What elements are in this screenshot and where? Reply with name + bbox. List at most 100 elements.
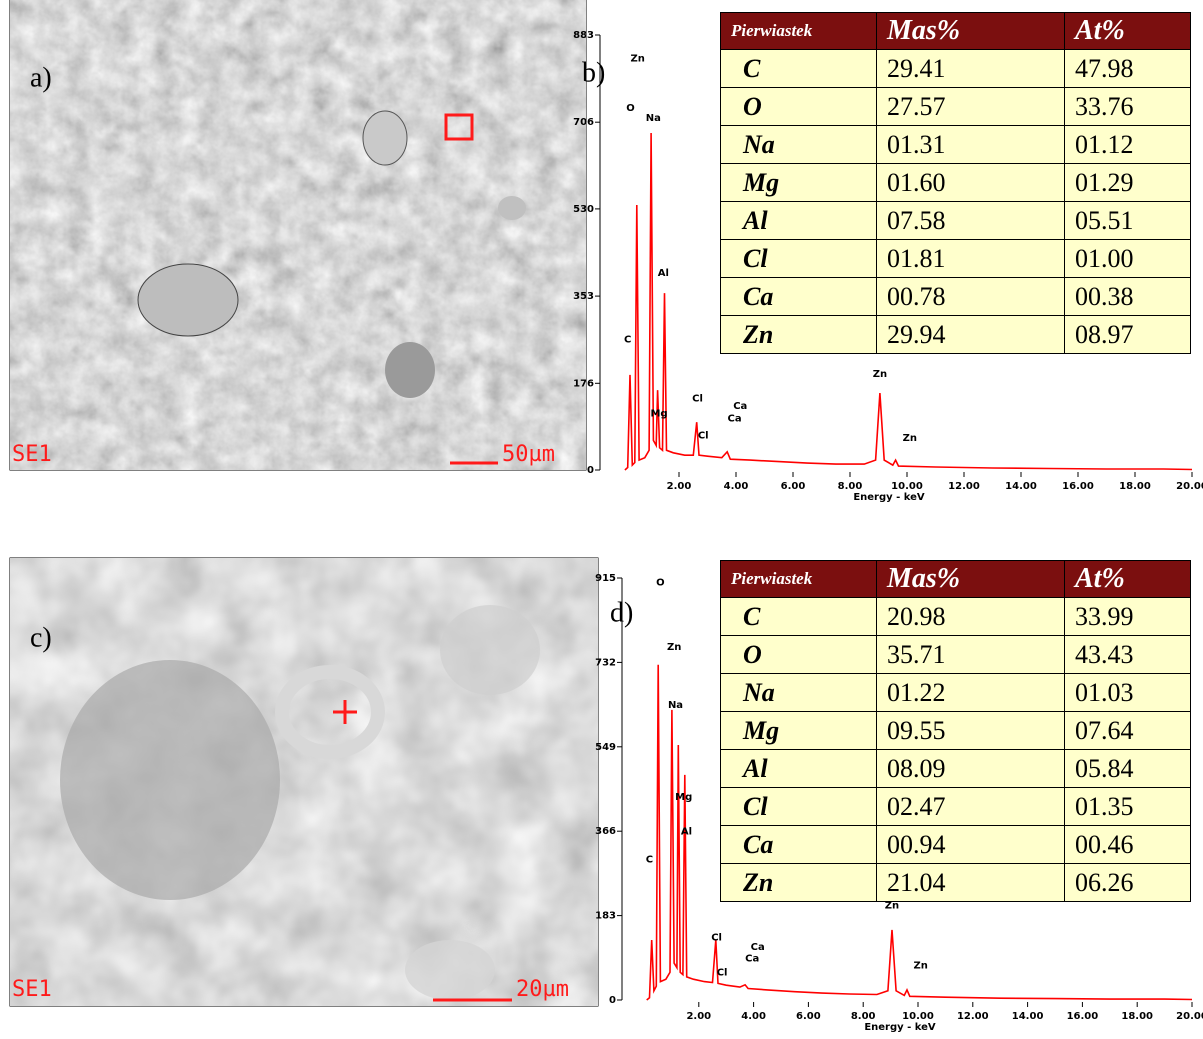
value-cell: 33.99 — [1065, 598, 1191, 636]
x-tick-label: 16.00 — [1067, 1011, 1099, 1022]
value-cell: 27.57 — [877, 88, 1065, 126]
value-cell: 35.71 — [877, 636, 1065, 674]
panel-label: b) — [582, 57, 605, 88]
header-cell: Mas% — [877, 13, 1065, 50]
value-cell: 01.22 — [877, 674, 1065, 712]
y-tick-label: 176 — [573, 378, 594, 389]
peak-label: Mg — [675, 792, 692, 803]
peak-label: Mg — [650, 408, 667, 419]
value-cell: 01.60 — [877, 164, 1065, 202]
peak-label: Zn — [914, 960, 928, 971]
value-cell: 29.41 — [877, 50, 1065, 88]
x-tick-label: 16.00 — [1062, 481, 1094, 492]
sem-image: SE1 20µm c) — [10, 558, 598, 1006]
detector-label: SE1 — [12, 977, 52, 1002]
value-cell: 01.31 — [877, 126, 1065, 164]
panel-label: c) — [30, 622, 52, 653]
y-tick-label: 732 — [595, 657, 616, 668]
table-row: Mg09.5507.64 — [721, 712, 1191, 750]
element-cell: O — [721, 88, 877, 126]
x-axis-label: Energy - keV — [853, 492, 925, 503]
peak-label: Zn — [903, 433, 917, 444]
element-cell: Na — [721, 674, 877, 712]
x-tick-label: 12.00 — [948, 481, 980, 492]
value-cell: 05.51 — [1065, 202, 1191, 240]
header-cell: Mas% — [877, 561, 1065, 598]
peak-label: Cl — [698, 431, 709, 442]
x-tick-label: 14.00 — [1005, 481, 1037, 492]
x-tick-label: 8.00 — [838, 481, 863, 492]
y-tick-label: 366 — [595, 826, 616, 837]
peak-label: Zn — [885, 900, 899, 911]
x-tick-label: 6.00 — [796, 1011, 821, 1022]
x-tick-label: 4.00 — [724, 481, 749, 492]
x-axis-label: Energy - keV — [864, 1022, 936, 1033]
element-cell: C — [721, 50, 877, 88]
value-cell: 00.38 — [1065, 278, 1191, 316]
value-cell: 00.78 — [877, 278, 1065, 316]
value-cell: 29.94 — [877, 316, 1065, 354]
value-cell: 08.97 — [1065, 316, 1191, 354]
x-tick-label: 20.00 — [1176, 1011, 1203, 1022]
header-cell: At% — [1065, 561, 1191, 598]
element-cell: Ca — [721, 278, 877, 316]
element-cell: Cl — [721, 788, 877, 826]
x-tick-label: 20.00 — [1176, 481, 1203, 492]
y-tick-label: 530 — [573, 204, 594, 215]
y-tick-label: 706 — [573, 117, 594, 128]
x-tick-label: 8.00 — [851, 1011, 876, 1022]
y-tick-label: 0 — [609, 995, 616, 1006]
value-cell: 06.26 — [1065, 864, 1191, 902]
element-cell: Al — [721, 202, 877, 240]
value-cell: 07.64 — [1065, 712, 1191, 750]
element-cell: Mg — [721, 712, 877, 750]
peak-label: Na — [668, 700, 683, 711]
peak-label: C — [646, 854, 653, 865]
value-cell: 08.09 — [877, 750, 1065, 788]
element-cell: Na — [721, 126, 877, 164]
value-cell: 01.00 — [1065, 240, 1191, 278]
y-tick-label: 183 — [595, 911, 616, 922]
table-row: Mg01.6001.29 — [721, 164, 1191, 202]
peak-label: Ca — [728, 413, 742, 424]
peak-label: Al — [681, 827, 692, 838]
value-cell: 01.35 — [1065, 788, 1191, 826]
value-cell: 33.76 — [1065, 88, 1191, 126]
x-tick-label: 10.00 — [891, 481, 923, 492]
value-cell: 47.98 — [1065, 50, 1191, 88]
peak-label: Al — [658, 268, 669, 279]
peak-label: Zn — [873, 369, 887, 380]
header-cell: Pierwiastek — [721, 561, 877, 598]
peak-label: Na — [646, 113, 661, 124]
value-cell: 21.04 — [877, 864, 1065, 902]
peak-label: Zn — [667, 642, 681, 653]
value-cell: 02.47 — [877, 788, 1065, 826]
peak-label: Cl — [711, 933, 722, 944]
y-tick-label: 883 — [573, 30, 594, 41]
element-cell: Zn — [721, 864, 877, 902]
value-cell: 05.84 — [1065, 750, 1191, 788]
value-cell: 09.55 — [877, 712, 1065, 750]
value-cell: 00.94 — [877, 826, 1065, 864]
peak-label: C — [624, 334, 631, 345]
y-tick-label: 915 — [595, 573, 616, 584]
peak-label: Ca — [751, 942, 765, 953]
element-cell: O — [721, 636, 877, 674]
value-cell: 43.43 — [1065, 636, 1191, 674]
value-cell: 00.46 — [1065, 826, 1191, 864]
element-cell: Mg — [721, 164, 877, 202]
peak-label: O — [626, 103, 635, 114]
